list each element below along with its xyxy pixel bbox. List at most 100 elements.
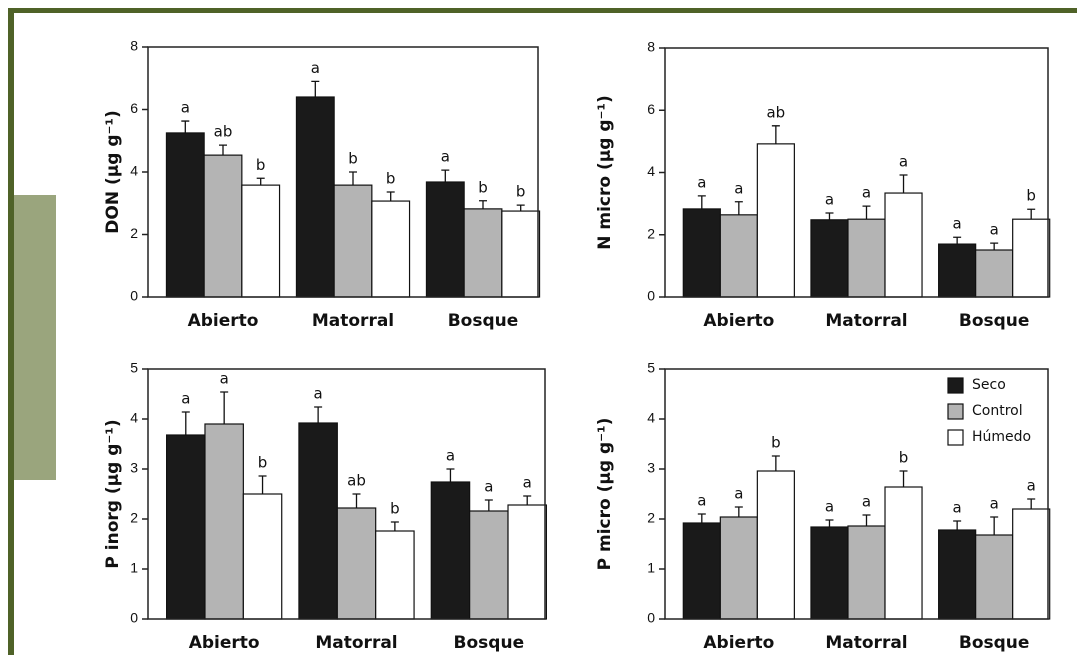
significance-letter: a <box>899 152 908 170</box>
error-bar <box>311 80 320 97</box>
legend-label: Húmedo <box>972 429 1031 445</box>
significance-letter: b <box>256 156 266 174</box>
y-tick-label: 5 <box>130 360 138 376</box>
error-bar <box>825 212 834 220</box>
bar <box>975 249 1014 298</box>
bar <box>884 192 923 298</box>
bar <box>884 486 923 620</box>
y-tick-label: 3 <box>647 460 655 476</box>
x-tick-label: Bosque <box>454 633 525 653</box>
x-tick-label: Abierto <box>703 633 774 653</box>
significance-letter: ab <box>766 103 785 121</box>
significance-letter: a <box>862 493 871 511</box>
y-tick-label: 0 <box>130 610 138 626</box>
error-bar <box>219 144 227 156</box>
significance-letter: a <box>990 495 999 513</box>
x-tick-label: Matorral <box>312 311 394 331</box>
legend-label: Seco <box>972 377 1006 393</box>
legend-swatch <box>947 377 964 394</box>
y-tick-label: 5 <box>647 360 655 376</box>
significance-letter: a <box>441 148 450 166</box>
error-bar <box>953 520 962 530</box>
bar <box>166 434 206 620</box>
x-tick-label: Bosque <box>959 633 1030 653</box>
error-bar <box>446 468 455 482</box>
bar <box>810 219 849 298</box>
y-tick-label: 0 <box>647 288 655 304</box>
significance-letter: b <box>348 150 358 168</box>
significance-letter: a <box>953 499 962 517</box>
significance-letter: a <box>862 184 871 202</box>
bar <box>375 530 415 620</box>
significance-letter: a <box>825 190 834 208</box>
error-bar <box>516 204 525 212</box>
significance-letter: a <box>446 447 455 465</box>
significance-letter: a <box>181 390 190 408</box>
bar <box>719 214 758 298</box>
error-bar <box>479 200 487 209</box>
significance-letter: a <box>734 179 743 197</box>
error-bar <box>181 411 190 435</box>
significance-letter: ab <box>347 472 366 490</box>
bar <box>469 510 509 620</box>
bar <box>975 534 1014 620</box>
error-bar <box>899 470 908 487</box>
bar <box>847 525 886 620</box>
error-bar <box>1027 498 1036 509</box>
bar <box>204 423 244 620</box>
bar <box>756 143 795 298</box>
left-border <box>8 8 14 655</box>
bar <box>719 516 758 620</box>
bar <box>430 481 471 620</box>
plot-frame <box>664 47 1049 298</box>
significance-letter: b <box>478 178 488 196</box>
bar <box>1012 508 1051 620</box>
y-tick-label: 6 <box>647 101 655 117</box>
significance-letter: a <box>697 173 706 191</box>
error-bar <box>697 195 706 209</box>
significance-letter: a <box>825 498 834 516</box>
error-bar <box>697 513 706 523</box>
bar <box>756 470 795 620</box>
bar <box>938 529 977 620</box>
y-tick-label: 8 <box>647 39 655 55</box>
x-tick-label: Matorral <box>315 633 397 653</box>
x-tick-label: Bosque <box>448 311 519 331</box>
plot-frame <box>664 368 1049 620</box>
bar <box>463 208 503 298</box>
significance-letter: ab <box>214 123 233 141</box>
error-bar <box>953 236 962 245</box>
significance-letter: b <box>899 449 909 467</box>
bar <box>336 507 377 620</box>
error-bar <box>220 391 229 424</box>
error-bar <box>352 493 361 508</box>
error-bar <box>862 514 871 526</box>
error-bar <box>484 499 493 511</box>
y-tick-label: 4 <box>130 163 138 179</box>
y-axis-label: P inorg (µg g⁻¹) <box>103 419 123 568</box>
y-tick-label: 2 <box>647 510 655 526</box>
significance-letter: a <box>181 99 190 117</box>
significance-letter: b <box>771 434 781 452</box>
significance-letter: b <box>1026 187 1036 205</box>
y-axis-label: DON (µg g⁻¹) <box>103 110 123 233</box>
legend-swatch <box>947 429 964 446</box>
error-bar <box>349 171 357 186</box>
error-bar <box>734 201 743 215</box>
y-tick-label: 2 <box>647 225 655 241</box>
error-bar <box>181 120 190 133</box>
error-bar <box>899 174 908 194</box>
significance-letter: a <box>311 59 320 77</box>
significance-letter: a <box>1027 477 1036 495</box>
plot-frame <box>147 368 546 620</box>
significance-letter: a <box>523 474 532 492</box>
bar <box>295 96 335 298</box>
error-bar <box>258 475 267 494</box>
error-bar <box>386 191 395 202</box>
x-tick-label: Matorral <box>825 633 907 653</box>
bar <box>203 154 243 298</box>
bar <box>938 243 977 298</box>
significance-letter: a <box>314 385 323 403</box>
y-axis-label: P micro (µg g⁻¹) <box>595 418 615 571</box>
